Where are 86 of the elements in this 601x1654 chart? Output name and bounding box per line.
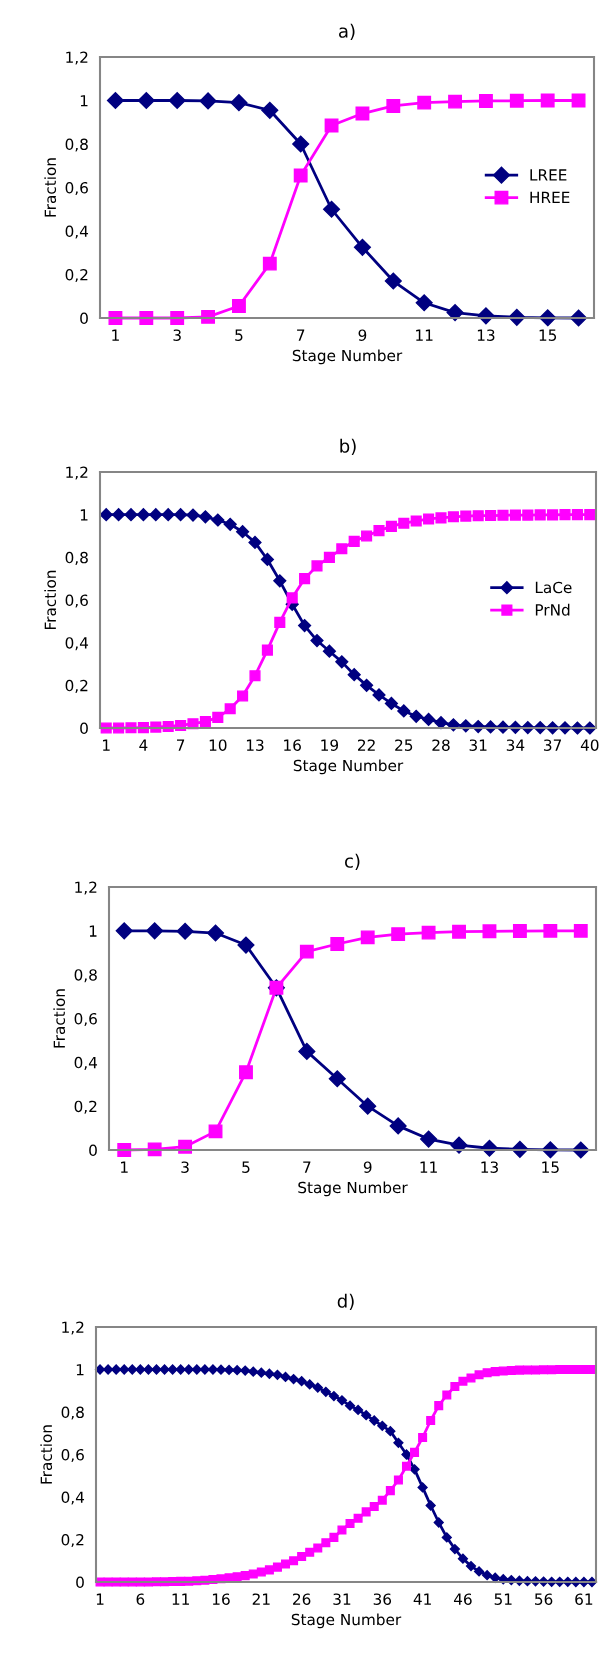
x-tick-label: 13 [477, 329, 495, 341]
y-tick-label: 0,2 [74, 1100, 97, 1114]
x-tick-label: 16 [212, 1593, 230, 1605]
y-tick-label: 1 [80, 509, 88, 521]
y-tick-label: 0,8 [61, 1406, 84, 1420]
chart-title: a) [339, 23, 355, 40]
x-tick-label: 40 [580, 739, 599, 751]
y-tick-label: 0,4 [65, 225, 89, 239]
y-axis-title: Fraction [40, 1425, 53, 1484]
y-tick-label: 0,4 [74, 1056, 98, 1070]
x-tick-label: 7 [297, 329, 305, 341]
x-tick-label: 31 [333, 1593, 351, 1605]
x-tick-label: 1 [112, 329, 119, 341]
y-tick-label: 1,2 [75, 881, 97, 895]
y-tick-label: 1,2 [66, 51, 88, 65]
y-axis-title: Fraction [44, 158, 57, 217]
y-tick-label: 0,2 [61, 1533, 84, 1548]
x-tick-label: 7 [176, 739, 185, 751]
y-tick-label: 0,2 [65, 268, 88, 283]
y-tick-label: 1 [80, 95, 88, 107]
x-tick-label: 21 [252, 1593, 270, 1605]
y-tick-label: 1,2 [62, 1321, 84, 1335]
x-axis-title: Stage Number [293, 759, 404, 775]
x-tick-label: 36 [373, 1593, 392, 1605]
y-tick-label: 0,2 [65, 679, 88, 693]
x-tick-label: 41 [413, 1593, 431, 1605]
x-tick-label: 11 [420, 1161, 437, 1173]
x-tick-label: 1 [103, 739, 110, 751]
x-tick-label: 16 [284, 739, 301, 751]
x-tick-label: 6 [136, 1593, 145, 1605]
x-tick-label: 56 [535, 1593, 553, 1605]
x-tick-label: 15 [542, 1161, 559, 1173]
y-tick-label: 1 [89, 925, 97, 937]
y-tick-label: 0 [76, 1576, 84, 1589]
chart-title: c) [345, 853, 360, 870]
x-tick-label: 3 [173, 329, 181, 341]
y-tick-label: 0,8 [65, 551, 88, 565]
x-tick-label: 19 [321, 739, 339, 751]
y-tick-label: 0 [80, 312, 88, 325]
x-tick-label: 13 [481, 1161, 498, 1173]
x-tick-label: 26 [293, 1593, 311, 1605]
x-axis-title: Stage Number [291, 1613, 402, 1629]
x-axis-title: Stage Number [292, 349, 403, 365]
x-tick-label: 46 [453, 1593, 472, 1605]
x-tick-label: 34 [506, 739, 525, 751]
x-tick-label: 22 [358, 739, 375, 751]
x-tick-label: 5 [242, 1161, 250, 1173]
x-tick-label: 28 [432, 739, 450, 751]
y-tick-label: 1 [76, 1364, 84, 1376]
x-tick-label: 37 [544, 739, 562, 751]
x-tick-label: 25 [395, 739, 413, 751]
x-tick-label: 5 [235, 329, 243, 341]
x-tick-label: 13 [246, 739, 264, 751]
x-tick-label: 9 [363, 1161, 372, 1173]
x-tick-label: 61 [575, 1593, 593, 1605]
legend-label: HREE [530, 191, 570, 203]
x-tick-label: 3 [181, 1161, 189, 1173]
x-tick-label: 4 [139, 739, 148, 751]
x-tick-label: 9 [358, 329, 367, 341]
x-tick-label: 1 [121, 1161, 128, 1173]
chart-title: b) [340, 438, 356, 455]
y-tick-label: 0 [80, 722, 88, 735]
legend-label: LaCe [535, 581, 572, 594]
x-tick-label: 7 [303, 1161, 311, 1173]
y-tick-label: 0,6 [65, 594, 88, 608]
y-tick-label: 0,4 [61, 1491, 85, 1505]
y-tick-label: 1,2 [66, 466, 88, 480]
y-tick-label: 0,6 [74, 1012, 97, 1027]
y-tick-label: 0 [89, 1144, 97, 1157]
y-tick-label: 0,4 [65, 637, 89, 651]
y-tick-label: 0,8 [65, 138, 88, 152]
y-tick-label: 0,6 [61, 1448, 84, 1463]
x-tick-label: 15 [539, 329, 557, 341]
y-tick-label: 0,6 [65, 181, 88, 196]
y-axis-title: Fraction [53, 989, 66, 1048]
x-tick-label: 11 [172, 1593, 189, 1605]
x-tick-label: 11 [416, 329, 433, 341]
legend-label: LREE [530, 169, 567, 181]
y-tick-label: 0,8 [74, 969, 97, 983]
x-tick-label: 51 [494, 1593, 512, 1605]
y-axis-title: Fraction [44, 570, 57, 629]
x-tick-label: 31 [469, 739, 487, 751]
x-axis-title: Stage Number [298, 1181, 408, 1197]
x-tick-label: 10 [209, 739, 227, 751]
chart-title: d) [337, 1293, 354, 1310]
legend-label: PrNd [535, 603, 570, 616]
